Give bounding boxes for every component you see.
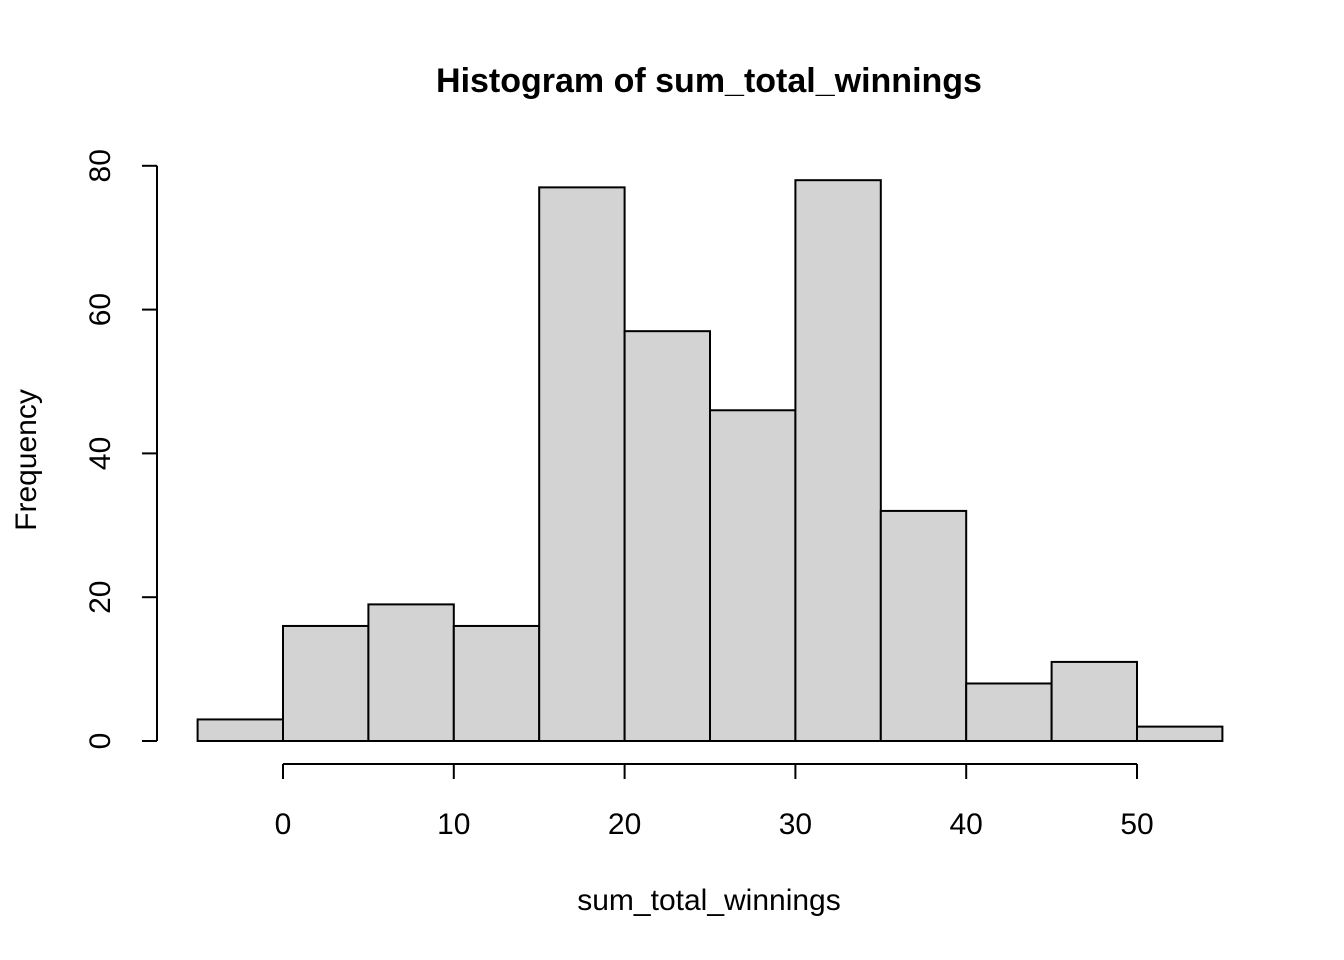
- histogram-bar-7: [794, 179, 882, 742]
- chart-title: Histogram of sum_total_winnings: [436, 62, 982, 100]
- bars-group: [196, 179, 1224, 743]
- x-tick-label-40: 40: [950, 808, 983, 841]
- x-tick-label-0: 0: [275, 808, 292, 841]
- histogram-bar-10: [1050, 660, 1138, 742]
- y-axis-label: Frequency: [10, 389, 43, 531]
- histogram-bar-1: [282, 624, 370, 743]
- histogram-bar-2: [367, 603, 455, 743]
- y-tick-label-40: 40: [84, 437, 117, 470]
- x-tick-label-20: 20: [608, 808, 641, 841]
- histogram-bar-0: [196, 718, 285, 742]
- x-tick-label-30: 30: [779, 808, 812, 841]
- histogram-bar-3: [452, 624, 541, 743]
- y-tick-label-60: 60: [84, 293, 117, 326]
- x-tick-label-50: 50: [1120, 808, 1153, 841]
- x-tick-label-10: 10: [437, 808, 470, 841]
- histogram-bar-8: [879, 509, 968, 743]
- histogram-bar-11: [1136, 725, 1224, 742]
- histogram-bar-5: [623, 330, 711, 742]
- y-tick-label-20: 20: [84, 581, 117, 614]
- histogram-bar-4: [538, 186, 626, 742]
- y-tick-label-80: 80: [84, 149, 117, 182]
- histogram-bar-9: [965, 682, 1053, 742]
- x-axis: 0 10 20 30 40 50: [275, 763, 1154, 841]
- x-axis-label: sum_total_winnings: [577, 884, 840, 917]
- y-axis: 0 20 40 60 80: [84, 149, 158, 750]
- y-tick-label-0: 0: [84, 733, 117, 750]
- histogram-bar-6: [709, 409, 797, 742]
